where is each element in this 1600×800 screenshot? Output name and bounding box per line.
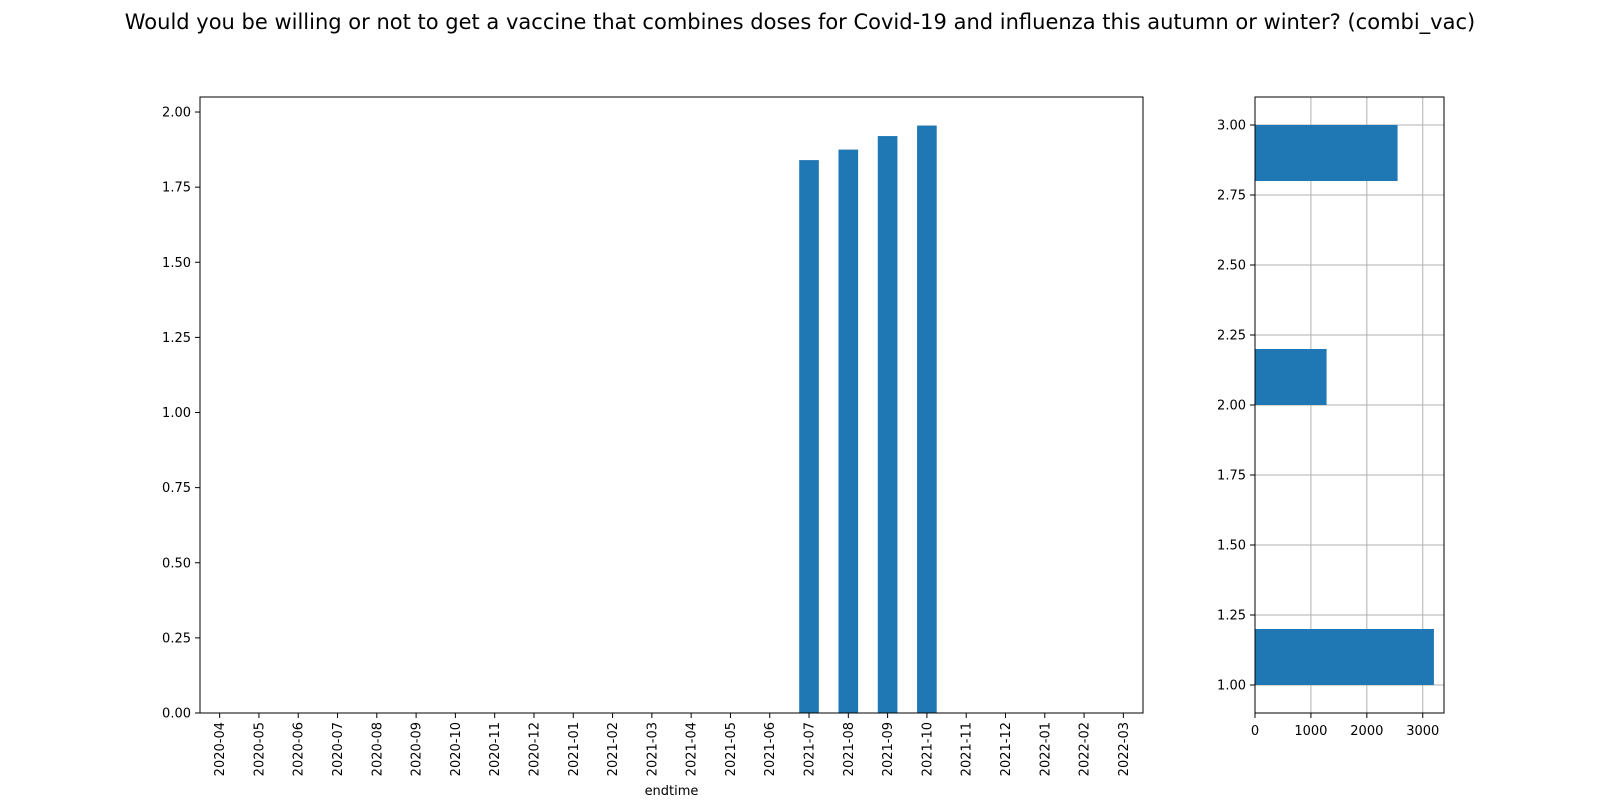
y-tick-label: 0.50 [162,556,191,571]
x-tick-label: 2020-04 [213,722,228,776]
x-tick-label: 2022-02 [1078,722,1093,776]
y-tick-label: 0.75 [162,481,191,496]
bar-2021-07 [799,160,819,714]
x-tick-label: 2020-07 [331,722,346,776]
x-tick-label: 2021-09 [881,722,896,776]
x-tick-label: 2020-08 [370,722,385,776]
y-tick-label: 0.25 [162,631,191,646]
x-tick-label: 2020-09 [410,722,425,776]
x-tick-label: 0 [1251,724,1259,739]
x-tick-label: 2021-11 [960,722,975,776]
bar-2021-10 [917,125,937,714]
hist-bar-1 [1255,349,1327,405]
x-tick-label: 2020-06 [292,722,307,776]
y-tick-label: 1.00 [1217,679,1246,694]
y-tick-label: 1.50 [1217,539,1246,554]
y-tick-label: 2.00 [162,106,191,121]
y-tick-label: 3.00 [1217,119,1246,134]
y-tick-label: 2.00 [1217,399,1246,414]
y-tick-label: 1.25 [1217,609,1246,624]
hist-bar-0 [1255,629,1434,685]
x-tick-label: 2021-10 [920,722,935,776]
x-tick-label: 2021-12 [999,722,1014,776]
hist-bar-2 [1255,125,1398,181]
chart-title: Would you be willing or not to get a vac… [124,10,1476,34]
y-tick-label: 2.75 [1217,189,1246,204]
bar-2021-08 [838,149,859,713]
side-histogram: 1.00 1.25 1.50 1.75 2.00 2.25 2.50 2.75 3.00 0 100… [1217,96,1445,739]
x-tick-label: 2021-07 [803,722,818,776]
bar-2021-09 [877,136,898,713]
x-tick-label: 2021-08 [842,722,857,776]
x-axis-label: endtime [645,784,699,799]
y-tick-label: 1.25 [162,331,191,346]
y-tick-label: 2.50 [1217,259,1246,274]
y-tick-label: 2.25 [1217,329,1246,344]
y-tick-label: 0.00 [162,707,191,722]
y-tick-label: 1.75 [162,181,191,196]
x-tick-label: 2021-06 [763,722,778,776]
main-bar-chart: 0.00 0.25 0.50 0.75 1.00 1.25 1.50 1.75 2.00 2020… [162,96,1144,799]
x-tick-label: 3000 [1406,724,1439,739]
x-tick-label: 2020-12 [527,722,542,776]
x-tick-label: 2020-11 [488,722,503,776]
x-tick-label: 2021-03 [645,722,660,776]
x-tick-label: 2021-04 [685,722,700,776]
x-tick-label: 2022-01 [1038,722,1053,776]
x-tick-label: 2021-02 [606,722,621,776]
x-tick-label: 1000 [1294,724,1327,739]
y-tick-label: 1.00 [162,406,191,421]
x-tick-label: 2021-01 [567,722,582,776]
x-tick-label: 2021-05 [724,722,739,776]
y-tick-label: 1.50 [162,256,191,271]
x-tick-label: 2000 [1350,724,1383,739]
x-tick-label: 2022-03 [1117,722,1132,776]
x-tick-label: 2020-05 [252,722,267,776]
main-plot-frame [199,96,1144,714]
x-tick-label: 2020-10 [449,722,464,776]
y-tick-label: 1.75 [1217,469,1246,484]
